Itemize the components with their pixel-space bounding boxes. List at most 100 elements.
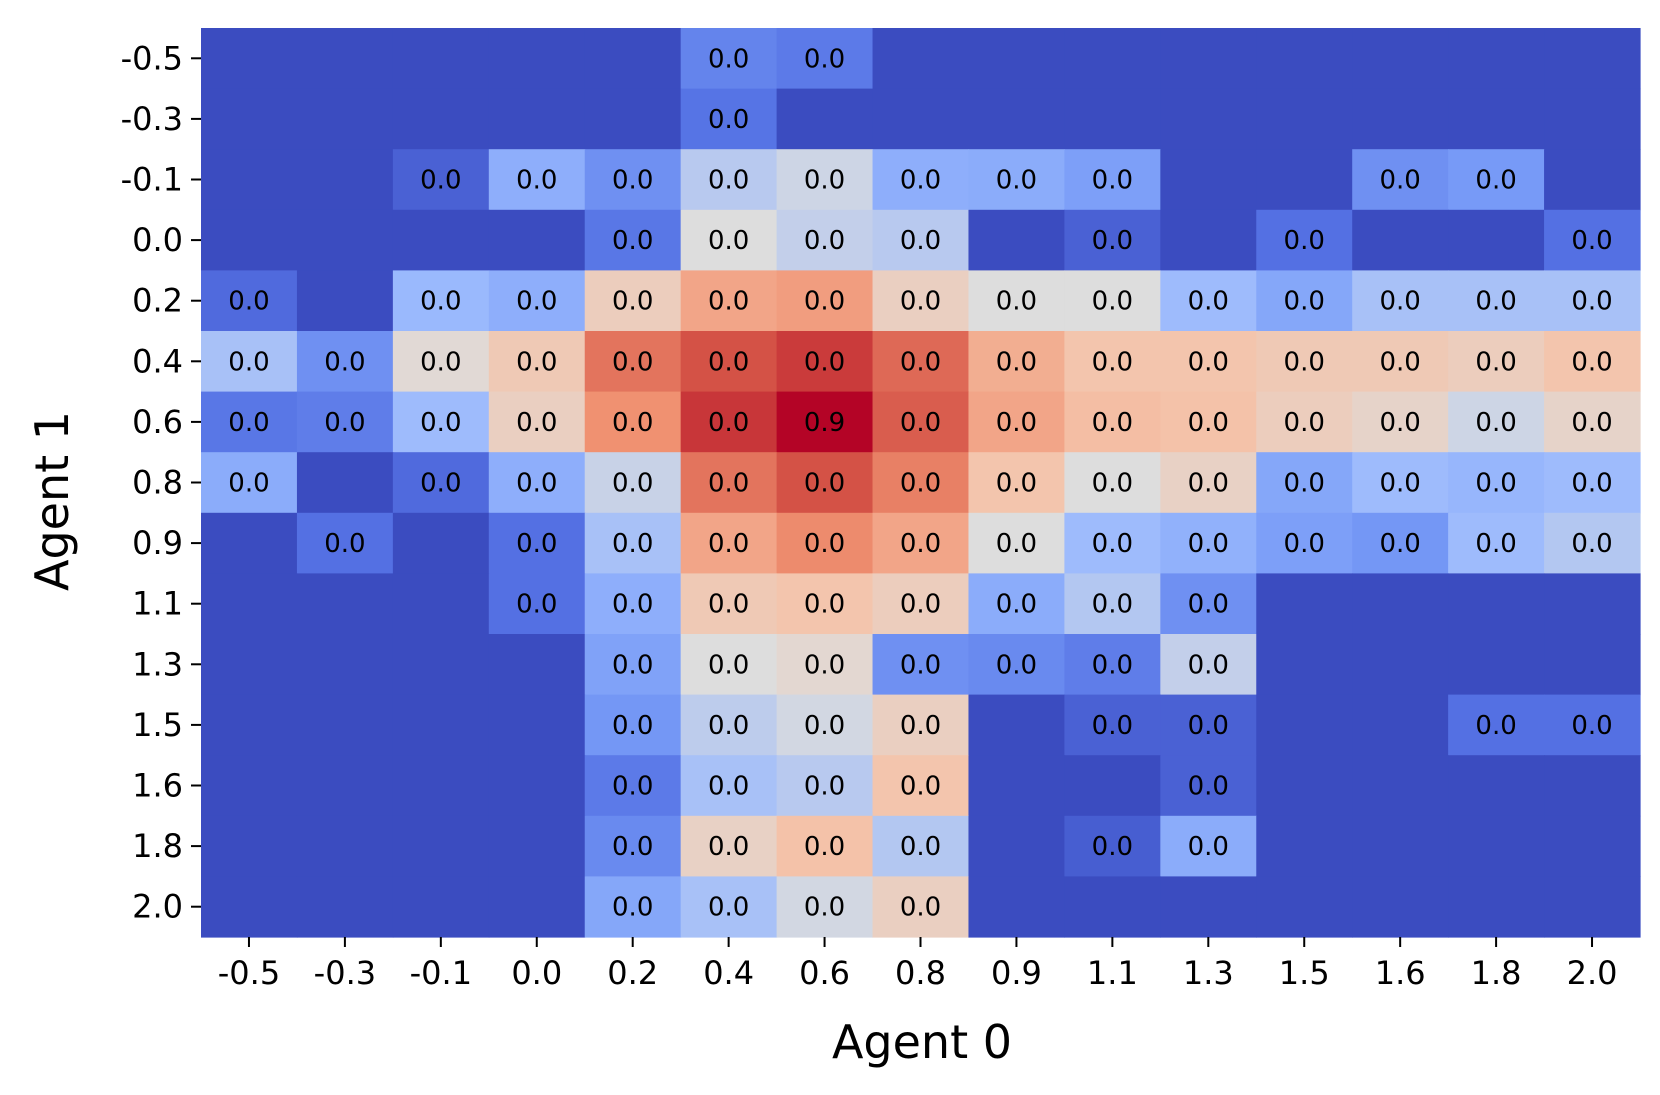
heatmap-cell-label: 0.0 [1475,529,1516,559]
heatmap-cell-label: 0.0 [1571,408,1612,438]
heatmap-cell-label: 0.0 [516,590,557,620]
x-tick-label: 0.6 [799,954,850,992]
heatmap-cell [1160,88,1257,150]
heatmap-cell-label: 0.0 [1092,287,1133,317]
heatmap-cell-label: 0.0 [708,893,749,923]
heatmap-cell-label: 0.0 [1188,287,1229,317]
heatmap-cell-label: 0.0 [900,408,941,438]
heatmap-cell-label: 0.0 [804,166,845,196]
heatmap-cell [1064,391,1161,453]
heatmap-cell [1256,512,1353,574]
heatmap-cell [1256,28,1353,90]
heatmap-cell [872,573,970,635]
heatmap-cell [968,88,1065,150]
x-tick-label: 2.0 [1567,954,1618,992]
heatmap-cell-label: 0.0 [1092,166,1133,196]
heatmap-cell [680,755,778,817]
heatmap-cell [872,815,970,877]
heatmap-cell [680,270,778,332]
heatmap-cell [872,28,970,90]
heatmap-cell [968,815,1065,877]
heatmap-cell [201,694,298,756]
heatmap-cell [1256,815,1353,877]
heatmap-cell-label: 0.0 [228,287,269,317]
heatmap-cell [776,755,874,817]
heatmap-cell-label: 0.0 [1188,650,1229,680]
heatmap-cell [1352,815,1449,877]
heatmap-cell-label: 0.0 [1475,347,1516,377]
heatmap-cell-label: 0.0 [612,832,653,862]
heatmap-cell-label: 0.0 [1092,469,1133,499]
heatmap-cell [776,573,874,635]
heatmap-cell [1448,815,1545,877]
heatmap-cell [584,88,682,150]
heatmap-cell [1352,209,1449,271]
x-tick-label: 0.0 [511,954,562,992]
heatmap-cell-label: 0.0 [228,408,269,438]
heatmap-cell [872,331,970,393]
heatmap-cell-label: 0.0 [708,650,749,680]
heatmap-cell-label: 0.0 [516,287,557,317]
heatmap-cell [1064,573,1161,635]
heatmap-cell [201,452,298,514]
heatmap-cell [776,149,874,211]
heatmap-cell-label: 0.0 [324,347,365,377]
heatmap-cell-label: 0.0 [1188,711,1229,741]
heatmap-cell [296,755,394,817]
heatmap-cell-label: 0.0 [612,893,653,923]
heatmap-cell-label: 0.0 [804,711,845,741]
heatmap-cell [680,512,778,574]
heatmap-cell [1064,815,1161,877]
heatmap-cell [1064,209,1161,271]
heatmap-cell-label: 0.0 [708,287,749,317]
heatmap-cell-label: 0.0 [1188,590,1229,620]
heatmap-cell [872,270,970,332]
heatmap-cell [1448,28,1545,90]
x-tick-label: -0.5 [218,954,280,992]
heatmap-cell [1448,88,1545,150]
heatmap-cell-label: 0.0 [804,650,845,680]
heatmap-cell-label: 0.0 [804,287,845,317]
y-tick-label: 2.0 [132,888,183,926]
x-tick-label: 0.2 [607,954,658,992]
heatmap-cell [968,149,1065,211]
heatmap-cell-label: 0.0 [804,226,845,256]
heatmap-cell-label: 0.0 [1379,347,1420,377]
heatmap-cell [1064,149,1161,211]
heatmap-cell [201,815,298,877]
y-tick-label: -0.5 [121,39,183,77]
heatmap-cell-label: 0.0 [1188,469,1229,499]
heatmap-cell [1064,88,1161,150]
heatmap-cell [1064,331,1161,393]
heatmap-cell [296,88,394,150]
heatmap-cell [776,209,874,271]
heatmap-cell [488,573,586,635]
heatmap-cell [1256,331,1353,393]
heatmap-cell [584,149,682,211]
heatmap-cell-label: 0.0 [900,226,941,256]
heatmap-cell-label: 0.0 [900,287,941,317]
heatmap-cell-label: 0.0 [1571,226,1612,256]
heatmap-cell [1544,391,1641,453]
heatmap-cell-label: 0.0 [900,772,941,802]
heatmap-cell [872,876,970,938]
heatmap-cell [488,755,586,817]
heatmap-cell [1448,876,1545,938]
heatmap-cell [296,876,394,938]
heatmap-cell [584,573,682,635]
heatmap-cell [872,755,970,817]
heatmap-cell [1352,391,1449,453]
heatmap-cell-label: 0.0 [516,529,557,559]
heatmap-cell [584,209,682,271]
heatmap-cell-label: 0.0 [900,711,941,741]
heatmap-cell [392,391,490,453]
heatmap-cell-label: 0.0 [804,590,845,620]
heatmap-cell-label: 0.0 [1571,347,1612,377]
heatmap-cell [1352,452,1449,514]
heatmap-cell [680,876,778,938]
heatmap-cell-label: 0.0 [708,590,749,620]
heatmap-cell [488,634,586,696]
x-tick-label: 1.5 [1279,954,1330,992]
heatmap-cell-label: 0.0 [1571,711,1612,741]
heatmap-cell-label: 0.0 [708,226,749,256]
